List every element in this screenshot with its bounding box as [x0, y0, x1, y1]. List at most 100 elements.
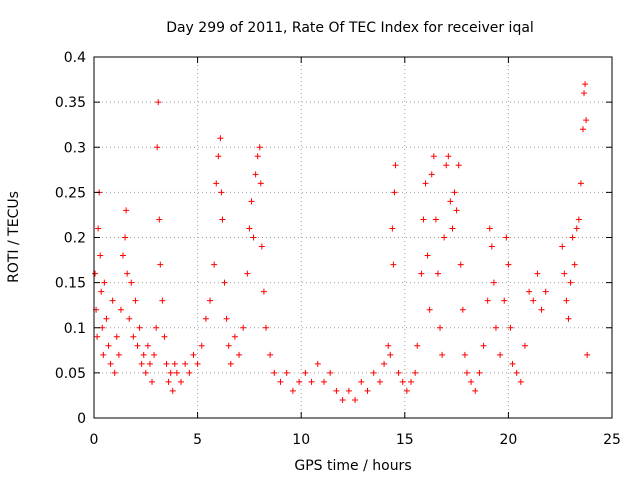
- data-point: [256, 144, 263, 151]
- data-point: [254, 153, 261, 160]
- data-point: [223, 315, 230, 322]
- data-point: [308, 378, 315, 385]
- data-point: [538, 306, 545, 313]
- data-point: [171, 360, 178, 367]
- data-point: [252, 171, 259, 178]
- data-point: [526, 288, 533, 295]
- x-axis-label: GPS time / hours: [294, 458, 411, 474]
- data-point: [437, 324, 444, 331]
- data-point: [579, 126, 586, 133]
- data-point: [144, 342, 151, 349]
- data-point: [387, 351, 394, 358]
- data-point: [327, 369, 334, 376]
- data-point: [218, 189, 225, 196]
- data-point: [169, 387, 176, 394]
- data-point: [182, 360, 189, 367]
- data-point: [98, 288, 105, 295]
- data-point: [124, 270, 131, 277]
- data-point: [333, 387, 340, 394]
- data-point: [582, 81, 589, 88]
- data-point: [480, 342, 487, 349]
- data-point: [484, 297, 491, 304]
- data-point: [159, 297, 166, 304]
- data-point: [240, 324, 247, 331]
- data-point: [225, 342, 232, 349]
- data-point: [497, 351, 504, 358]
- data-point: [542, 288, 549, 295]
- data-point: [561, 270, 568, 277]
- data-point: [103, 315, 110, 322]
- data-point: [447, 198, 454, 205]
- data-point: [101, 279, 108, 286]
- grid-lines: [94, 57, 612, 418]
- data-point: [459, 306, 466, 313]
- data-point: [115, 351, 122, 358]
- data-point: [420, 216, 427, 223]
- data-point: [364, 387, 371, 394]
- data-point: [439, 351, 446, 358]
- data-point: [163, 360, 170, 367]
- y-tick-label: 0.05: [55, 366, 86, 382]
- data-point: [414, 342, 421, 349]
- data-point: [339, 396, 346, 403]
- data-point: [445, 153, 452, 160]
- data-point: [134, 342, 141, 349]
- data-point: [390, 261, 397, 268]
- x-tick-label: 0: [90, 432, 99, 448]
- data-point: [517, 378, 524, 385]
- data-point: [236, 351, 243, 358]
- data-point: [455, 162, 462, 169]
- data-point: [463, 369, 470, 376]
- data-point: [113, 333, 120, 340]
- data-point: [314, 360, 321, 367]
- data-point: [296, 378, 303, 385]
- data-point: [430, 153, 437, 160]
- data-point: [117, 306, 124, 313]
- data-point: [92, 270, 99, 277]
- data-point: [468, 378, 475, 385]
- data-point: [107, 360, 114, 367]
- data-point: [215, 153, 222, 160]
- data-point: [403, 387, 410, 394]
- data-point: [575, 216, 582, 223]
- data-point: [231, 333, 238, 340]
- axis-ticks: [93, 56, 613, 419]
- data-point: [352, 396, 359, 403]
- data-point: [161, 333, 168, 340]
- data-point: [563, 297, 570, 304]
- y-tick-label: 0.3: [64, 140, 86, 156]
- data-point: [513, 369, 520, 376]
- data-point: [565, 315, 572, 322]
- y-tick-label: 0.1: [64, 321, 86, 337]
- data-point: [154, 144, 161, 151]
- data-point: [167, 369, 174, 376]
- y-axis-label: ROTI / TECUs: [6, 191, 22, 283]
- data-point: [105, 342, 112, 349]
- data-point: [486, 225, 493, 232]
- data-point: [395, 369, 402, 376]
- data-point: [221, 279, 228, 286]
- data-point: [492, 324, 499, 331]
- data-point: [123, 207, 130, 214]
- y-tick-label: 0.4: [64, 50, 86, 66]
- data-point: [422, 180, 429, 187]
- data-point: [122, 234, 129, 241]
- data-point: [392, 162, 399, 169]
- data-point: [567, 279, 574, 286]
- data-point: [211, 261, 218, 268]
- data-point: [277, 378, 284, 385]
- data-point: [451, 189, 458, 196]
- data-point: [146, 360, 153, 367]
- data-point: [246, 225, 253, 232]
- data-point: [260, 288, 267, 295]
- data-point: [434, 270, 441, 277]
- x-tick-label: 20: [499, 432, 517, 448]
- data-point: [257, 180, 264, 187]
- data-point: [428, 171, 435, 178]
- data-point: [358, 378, 365, 385]
- data-point: [289, 387, 296, 394]
- data-point: [153, 324, 160, 331]
- data-point: [569, 234, 576, 241]
